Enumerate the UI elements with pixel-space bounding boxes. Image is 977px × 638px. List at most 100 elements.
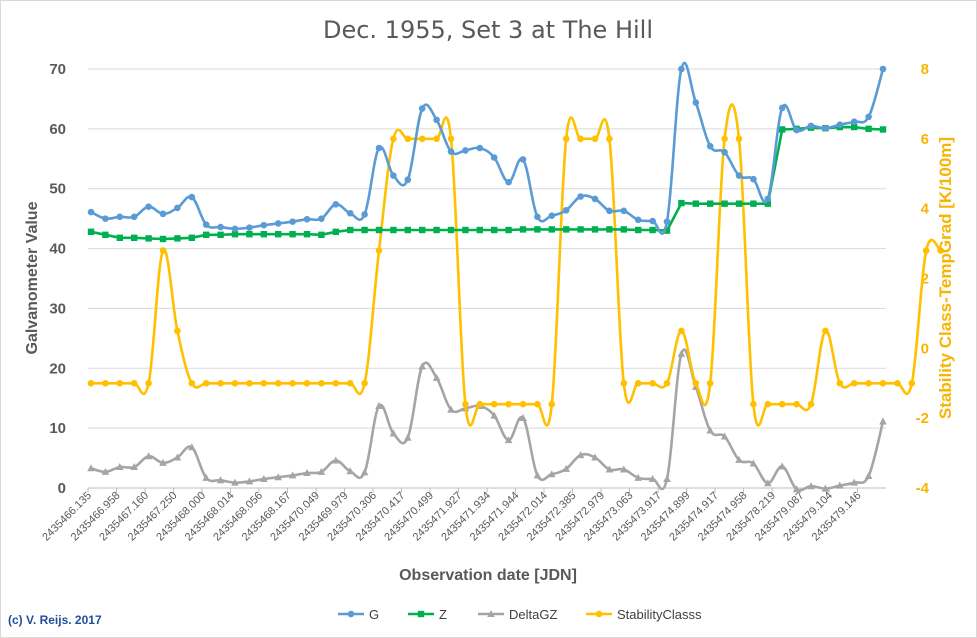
data-point-stabilityclasss [447, 135, 455, 143]
legend-marker [347, 610, 355, 618]
data-point-stabilityclasss [102, 379, 109, 387]
data-point-deltagz [173, 453, 182, 461]
data-point-z [851, 123, 858, 131]
data-point-stabilityclasss [202, 379, 210, 387]
data-point-stabilityclasss [793, 400, 800, 408]
series-line-deltagz [90, 348, 885, 492]
data-point-deltagz [706, 426, 714, 434]
data-point-stabilityclasss [620, 379, 628, 387]
data-point-z [131, 234, 138, 241]
y2-tick-label: -4 [916, 480, 930, 497]
y2-tick-label: 2 [921, 271, 929, 288]
data-point-stabilityclasss [534, 400, 541, 408]
data-point-stabilityclasss [750, 400, 757, 408]
y-tick-label: 40 [49, 241, 66, 258]
data-point-stabilityclasss [418, 135, 426, 143]
data-point-g [606, 207, 613, 215]
data-point-z [318, 231, 325, 239]
data-point-z [577, 226, 584, 233]
data-point-stabilityclasss [764, 400, 772, 408]
data-point-g [318, 215, 325, 222]
data-point-stabilityclasss [692, 379, 700, 387]
data-point-z [735, 200, 743, 207]
y2-tick-label: 0 [921, 340, 929, 357]
data-point-deltagz [879, 417, 887, 425]
data-point-g [562, 206, 570, 214]
data-point-deltagz [418, 362, 426, 370]
data-point-g [879, 65, 887, 73]
data-point-z [246, 231, 253, 238]
data-point-g [116, 213, 124, 221]
data-point-stabilityclasss [289, 379, 296, 387]
data-point-stabilityclasss [778, 400, 786, 408]
data-point-g [303, 215, 311, 223]
legend-item-z: Z [408, 607, 447, 622]
data-point-stabilityclasss [937, 247, 944, 254]
data-point-z [347, 226, 354, 234]
data-point-deltagz [288, 471, 297, 479]
data-point-deltagz [792, 485, 801, 493]
data-point-deltagz [360, 468, 369, 476]
data-point-deltagz [389, 429, 398, 437]
data-point-deltagz [332, 456, 340, 464]
credit-text: (c) V. Reijs. 2017 [8, 613, 102, 627]
data-point-stabilityclasss [663, 379, 671, 387]
data-point-stabilityclasss [706, 379, 714, 387]
data-point-g [433, 116, 440, 124]
data-point-stabilityclasss [361, 379, 368, 387]
data-point-g [274, 220, 282, 227]
data-point-deltagz [605, 465, 614, 473]
series-group [87, 61, 944, 493]
data-point-stabilityclasss [260, 379, 268, 387]
data-point-g [447, 148, 455, 155]
data-point-deltagz [375, 401, 383, 409]
data-point-stabilityclasss [231, 379, 239, 387]
data-point-z [159, 235, 167, 243]
data-point-g [361, 211, 368, 218]
data-point-deltagz [821, 484, 830, 492]
data-point-deltagz [188, 443, 196, 451]
data-point-g [404, 176, 412, 184]
data-point-deltagz [620, 465, 628, 473]
data-point-g [130, 213, 138, 221]
y2-axis-ticks: -4 -2 0 2 4 6 8 [916, 61, 930, 497]
data-point-stabilityclasss [807, 400, 815, 408]
y-tick-label: 10 [49, 420, 66, 437]
data-point-z [87, 228, 95, 236]
data-point-deltagz [159, 458, 167, 466]
data-point-z [678, 199, 685, 207]
data-point-g [620, 207, 628, 215]
data-point-deltagz [490, 411, 498, 419]
data-point-stabilityclasss [390, 135, 397, 143]
data-point-z [591, 226, 599, 233]
data-point-z [491, 226, 498, 234]
data-point-deltagz [864, 472, 873, 480]
series-deltagz [87, 348, 887, 493]
data-point-z [721, 200, 728, 207]
data-point-z [217, 231, 224, 239]
data-point-g [87, 208, 95, 216]
data-point-g [663, 218, 671, 225]
data-point-deltagz [663, 475, 671, 483]
y-axis-title: Galvanometer Value [24, 201, 41, 354]
data-point-z [865, 125, 872, 133]
data-point-stabilityclasss [634, 379, 642, 387]
data-point-stabilityclasss [174, 327, 181, 335]
data-point-deltagz [720, 432, 729, 440]
data-point-deltagz [836, 481, 844, 489]
data-point-z [534, 226, 541, 233]
data-point-deltagz [404, 433, 412, 441]
data-point-g [505, 178, 512, 186]
data-point-g [346, 209, 354, 217]
data-point-stabilityclasss [879, 379, 887, 387]
data-point-stabilityclasss [404, 135, 412, 143]
data-point-g [390, 172, 397, 179]
data-point-stabilityclasss [562, 135, 570, 143]
data-point-z [433, 226, 440, 234]
data-point-deltagz [504, 436, 513, 444]
data-point-g [591, 195, 599, 203]
data-point-z [663, 227, 671, 234]
y-axis-ticks: 0 10 20 30 40 50 60 70 [49, 61, 66, 497]
data-point-stabilityclasss [822, 327, 829, 335]
data-point-g [375, 144, 383, 152]
